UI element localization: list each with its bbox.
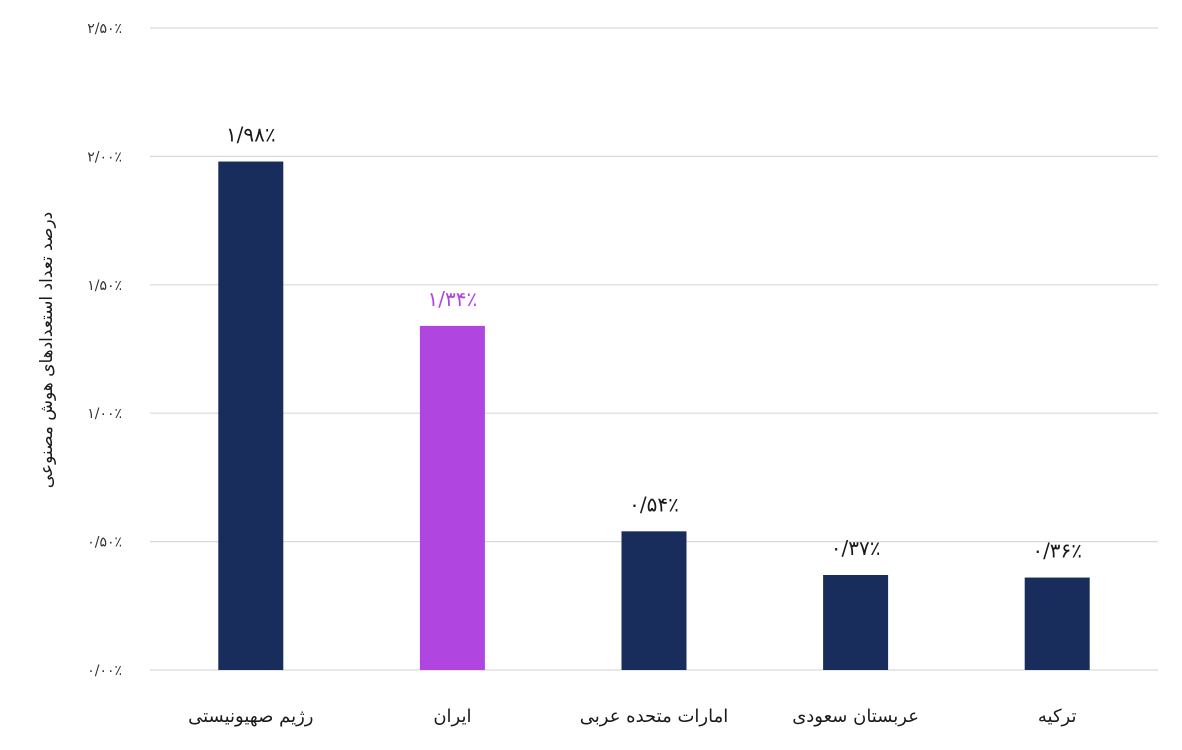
data-label: ۰/۵۴٪ (629, 492, 679, 516)
category-label: عربستان سعودی (792, 706, 919, 727)
bar (419, 325, 485, 670)
data-label: ۰/۳۷٪ (831, 536, 881, 560)
category-label: رژیم صهیونیستی (188, 706, 313, 727)
y-tick-label: ۲/۵۰٪ (87, 21, 122, 37)
category-label: ایران (433, 706, 471, 727)
bar (218, 161, 284, 670)
bar (621, 531, 687, 670)
y-axis-ticks: ۰/۰۰٪ ۰/۵۰٪ ۱/۰۰٪ ۱/۵۰٪ ۲/۰۰٪ ۲/۵۰٪ (87, 21, 122, 679)
y-axis-label: درصد تعداد استعدادهای هوش مصنوعی (37, 212, 57, 488)
bar (823, 574, 889, 670)
data-labels: ۱/۹۸٪ ۱/۳۴٪ ۰/۵۴٪ ۰/۳۷٪ ۰/۳۶٪ (226, 123, 1082, 563)
data-label: ۱/۹۸٪ (226, 123, 276, 147)
category-label: ترکیه (1038, 706, 1077, 727)
y-tick-label: ۲/۰۰٪ (87, 149, 122, 165)
category-label: امارات متحده عربی (580, 706, 728, 727)
y-tick-label: ۰/۵۰٪ (87, 535, 122, 551)
bars (218, 161, 1090, 670)
data-label: ۰/۳۶٪ (1032, 539, 1082, 563)
bar (1024, 577, 1090, 670)
y-tick-label: ۱/۰۰٪ (87, 406, 122, 422)
y-tick-label: ۱/۵۰٪ (87, 278, 122, 294)
gridlines (150, 27, 1158, 671)
y-tick-label: ۰/۰۰٪ (87, 663, 122, 679)
category-labels: رژیم صهیونیستی ایران امارات متحده عربی عربس… (188, 706, 1076, 727)
data-label: ۱/۳۴٪ (428, 287, 478, 311)
